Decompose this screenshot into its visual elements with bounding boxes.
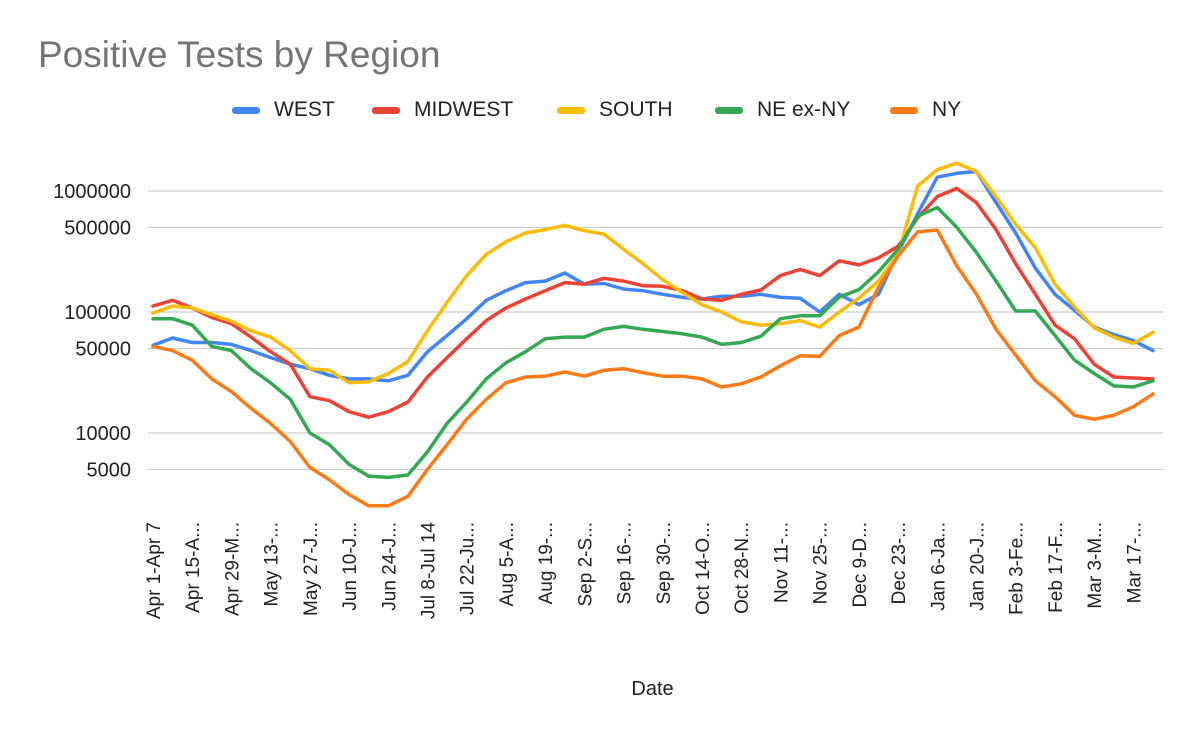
x-tick-label: Apr 15-A... (183, 522, 204, 613)
x-tick-label: Feb 17-F... (1046, 522, 1067, 613)
y-tick-label: 10000 (75, 423, 131, 445)
x-tick-label: Mar 17-... (1124, 522, 1145, 603)
legend-swatch-south (557, 106, 585, 114)
legend-item-ne-ex-ny[interactable]: NE ex-NY (715, 98, 850, 122)
x-tick-label: Jun 10-J... (340, 522, 361, 611)
legend-swatch-ny (890, 106, 918, 114)
x-tick-label: Jul 8-Jul 14 (419, 522, 440, 620)
legend-label-west: WEST (274, 98, 335, 121)
y-tick-label: 500000 (64, 217, 131, 239)
x-tick-label: Sep 30-... (654, 522, 675, 604)
legend-item-ny[interactable]: NY (890, 98, 961, 122)
x-tick-label: Oct 28-N... (732, 522, 753, 614)
x-tick-label: Aug 19-... (536, 522, 557, 604)
series-line-midwest[interactable] (151, 186, 1155, 419)
x-tick-label: Sep 16-... (615, 522, 636, 604)
x-tick-label: May 27-J... (301, 522, 322, 616)
x-axis-label: Date (631, 678, 674, 700)
y-tick-label: 1000000 (53, 181, 131, 203)
x-tick-label: Apr 29-M... (222, 522, 243, 616)
legend-label-south: SOUTH (599, 98, 673, 121)
legend-swatch-ne-ex-ny (715, 106, 743, 114)
y-tick-label: 5000 (87, 459, 132, 481)
chart-legend: WEST MIDWEST SOUTH NE ex-NY NY (0, 98, 1200, 128)
x-tick-label: Nov 25-... (811, 522, 832, 604)
x-tick-label: Feb 3-Fe... (1007, 522, 1028, 615)
y-tick-label: 100000 (64, 302, 131, 324)
legend-label-ny: NY (932, 98, 962, 121)
x-tick-label: Nov 11-... (771, 522, 792, 603)
x-tick-label: Jul 22-Ju... (458, 522, 479, 615)
series-line-ne-ex-ny[interactable] (151, 205, 1155, 480)
y-tick-label: 50000 (75, 338, 131, 360)
x-tick-label: Sep 2-S... (575, 522, 596, 607)
series-line-ny[interactable] (151, 228, 1155, 508)
x-tick-label: Jan 20-J... (968, 522, 989, 611)
x-tick-label: Aug 5-A... (497, 522, 518, 607)
x-tick-label: Oct 14-O... (693, 522, 714, 615)
x-tick-label: Jan 6-Ja... (928, 522, 949, 611)
legend-item-west[interactable]: WEST (232, 98, 335, 122)
legend-item-midwest[interactable]: MIDWEST (372, 98, 513, 122)
y-axis-ticks: 5000 10000 50000 100000 500000 1000000 (53, 181, 131, 481)
series-line-west[interactable] (151, 169, 1155, 383)
x-tick-label: May 13-... (262, 522, 283, 606)
legend-item-south[interactable]: SOUTH (557, 98, 673, 122)
legend-label-ne-ex-ny: NE ex-NY (757, 98, 851, 121)
gridlines (148, 190, 1163, 471)
legend-label-midwest: MIDWEST (414, 98, 514, 121)
x-tick-label: Dec 9-D... (850, 522, 871, 608)
legend-swatch-midwest (372, 106, 400, 114)
x-tick-label: Dec 23-... (889, 522, 910, 604)
x-tick-label: Mar 3-M... (1085, 522, 1106, 609)
chart-title: Positive Tests by Region (38, 34, 441, 75)
legend-swatch-west (232, 106, 260, 114)
series-lines (151, 161, 1155, 508)
series-line-south[interactable] (151, 161, 1155, 385)
x-axis-ticks: Apr 1-Apr 7 Apr 15-A... Apr 29-M... May 13-… (144, 522, 1145, 620)
x-tick-label: Apr 1-Apr 7 (144, 522, 165, 619)
x-tick-label: Jun 24-J... (379, 522, 400, 611)
